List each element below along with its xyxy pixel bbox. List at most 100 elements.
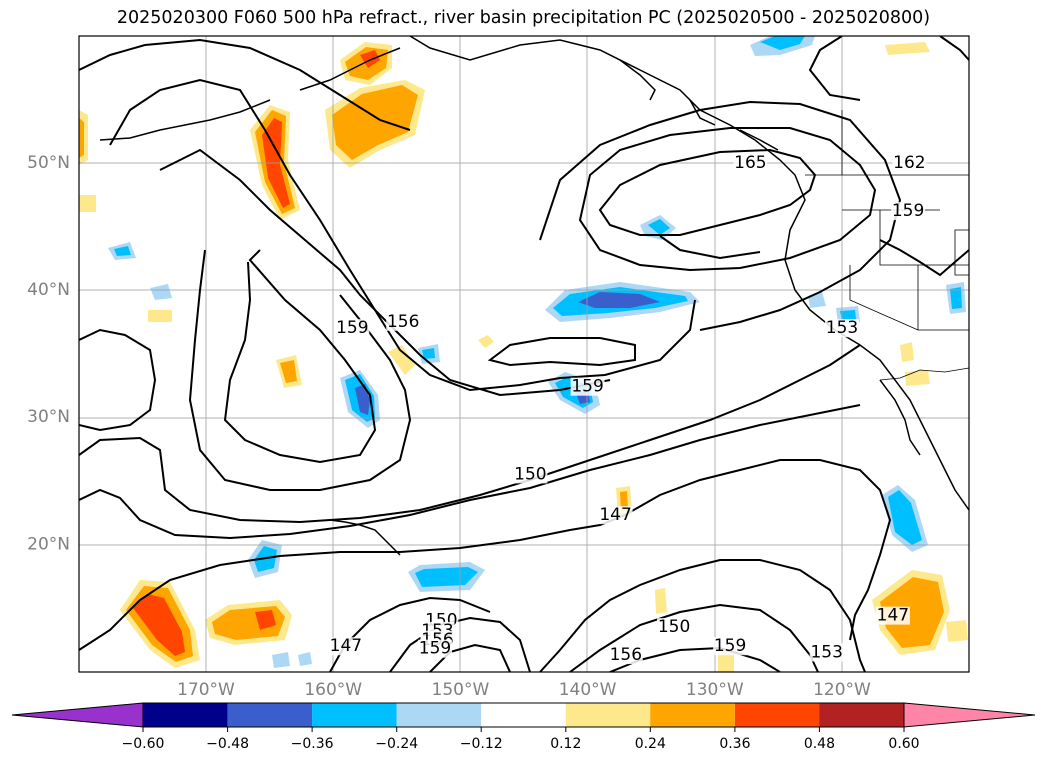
contour-156-b [188, 249, 412, 491]
shade-pos [79, 195, 96, 212]
colorbar-segment [312, 703, 397, 727]
shade-pos [655, 588, 667, 614]
contour-label: 156 [610, 645, 642, 665]
contour-label-bg [657, 618, 692, 637]
colorbar-segment [819, 703, 904, 727]
colorbar: −0.60 −0.48 −0.36 −0.24 −0.12 0.12 0.24 0.36 0.4… [11, 702, 1036, 752]
political-borders [805, 110, 969, 381]
contour-label-bg [513, 465, 548, 484]
border-us-mexico [879, 367, 969, 381]
contour-159 [539, 100, 902, 331]
colorbar-extend-max [903, 702, 1036, 728]
shade-neg [760, 36, 805, 50]
contour-label-bg [598, 506, 633, 525]
contour-label: 147 [330, 636, 362, 656]
border-states [841, 110, 969, 331]
contour-label-bg [418, 639, 452, 658]
shade-neg [578, 292, 660, 308]
colorbar-segment [565, 703, 651, 727]
colorbar-tick-label: 0.24 [635, 736, 666, 752]
contour-extra-2 [879, 239, 969, 277]
contour-label: 153 [826, 318, 858, 338]
shade-pos [360, 50, 380, 68]
contour-label-bg [328, 637, 363, 656]
contour-label-bg [825, 319, 859, 338]
shade-neg [415, 567, 478, 587]
contour-150 [79, 404, 861, 540]
contour-150-c [389, 616, 531, 672]
shade-neg [888, 490, 922, 545]
contour-extra-3 [79, 328, 157, 432]
coastline-aleutians [99, 99, 271, 141]
contour-162 [578, 127, 877, 272]
map-frame [78, 35, 970, 673]
contour-label: 162 [893, 153, 925, 173]
colorbar-tick-label: 0.12 [550, 736, 581, 752]
contour-label: 159 [419, 639, 451, 659]
colorbar-tick-label: −0.60 [122, 736, 165, 752]
shade-neg [272, 652, 290, 668]
contour-147-b [329, 596, 491, 672]
shade-pos [388, 345, 415, 375]
shade-neg [950, 287, 962, 309]
contour-label-bg [713, 637, 748, 656]
shade-neg [298, 652, 312, 666]
contour-line [79, 38, 411, 131]
shade-pos [280, 360, 297, 383]
coastline-baja [879, 379, 921, 456]
shade-pos [133, 594, 185, 656]
shade-pos [255, 610, 276, 630]
contour-label-bg [891, 202, 926, 221]
contour-label-bg [892, 153, 927, 172]
coastline-hawaii [329, 519, 401, 556]
shade-pos [905, 370, 930, 386]
contour-label-bg [875, 606, 910, 625]
lat-label: 40°N [27, 280, 70, 300]
latitude-labels: 50°N 40°N 30°N 20°N [27, 153, 70, 555]
shade-pos [880, 577, 944, 648]
precipitation-shading [79, 36, 968, 672]
contour-label: 147 [877, 606, 909, 626]
shade-neg [840, 310, 856, 320]
shade-pos [148, 310, 172, 322]
shade-pos [900, 342, 914, 362]
contour-150-b [539, 559, 866, 672]
contour-extra [659, 36, 969, 260]
height-contours [79, 36, 969, 672]
colorbar-segment [396, 703, 482, 727]
contour-165 [598, 148, 817, 236]
colorbar-segment [143, 703, 228, 727]
contour-label: 165 [734, 153, 766, 173]
coastline-north-america [409, 36, 969, 511]
coastlines [99, 36, 969, 556]
shade-neg [648, 219, 670, 235]
shade-pos [478, 335, 494, 348]
colorbar-segment [481, 703, 566, 727]
contour-159-b [223, 249, 377, 464]
contour-159-c [487, 337, 636, 367]
contour-147 [79, 459, 892, 651]
contour-label-bg [809, 643, 844, 662]
contour-153-c [429, 643, 511, 672]
lat-label: 20°N [27, 534, 70, 554]
shade-neg [114, 246, 131, 256]
contour-label: 159 [571, 377, 603, 397]
contour-label: 156 [387, 312, 419, 332]
contour-153 [79, 344, 861, 524]
coastline-islands [619, 59, 779, 151]
lat-label: 30°N [27, 407, 70, 427]
lon-label: 170°W [177, 680, 235, 700]
chart-title: 2025020300 F060 500 hPa refract., river … [116, 8, 931, 28]
colorbar-tick-label: −0.48 [206, 736, 249, 752]
contour-label-bg [733, 153, 768, 172]
graticule [79, 36, 969, 672]
lon-label: 140°W [559, 680, 617, 700]
shade-neg [422, 348, 435, 359]
contour-label-bg [386, 312, 421, 331]
colorbar-extend-min [11, 702, 144, 728]
colorbar-frame [142, 702, 905, 728]
colorbar-tick-label: 0.36 [719, 736, 750, 752]
contour-label: 159 [336, 318, 368, 338]
colorbar-tick-label: −0.36 [291, 736, 334, 752]
